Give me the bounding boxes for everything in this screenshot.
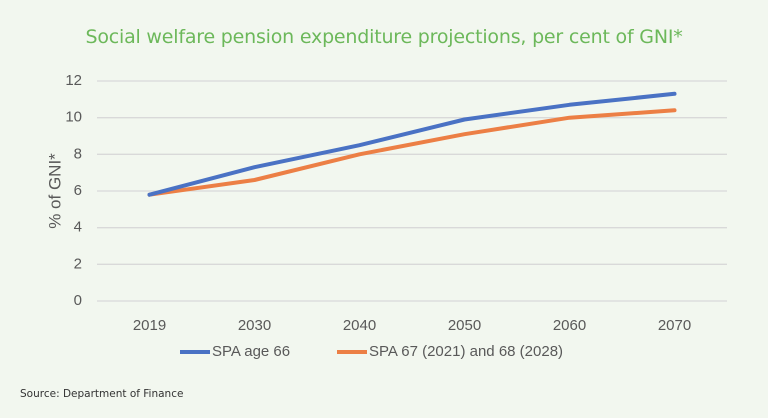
y-tick-label: 4 — [74, 219, 82, 236]
y-tick-label: 8 — [74, 145, 82, 162]
x-tick-label: 2070 — [658, 317, 691, 334]
source-note: Source: Department of Finance — [20, 388, 184, 400]
x-axis-ticks: 2019 2030 2040 2050 2060 2070 — [133, 317, 691, 334]
gridlines — [97, 80, 727, 302]
y-tick-label: 12 — [65, 72, 82, 89]
x-tick-label: 2030 — [238, 317, 271, 334]
x-tick-label: 2040 — [343, 317, 376, 334]
y-tick-label: 10 — [65, 109, 82, 126]
x-tick-label: 2060 — [553, 317, 586, 334]
y-tick-label: 0 — [74, 292, 82, 309]
y-axis-label: % of GNI* — [45, 153, 64, 229]
legend: SPA age 66 SPA 67 (2021) and 68 (2028) — [180, 343, 563, 360]
chart-title: Social welfare pension expenditure proje… — [85, 26, 683, 48]
y-axis-ticks: 0 2 4 6 8 10 12 — [65, 72, 82, 309]
x-tick-label: 2019 — [133, 317, 166, 334]
series-line — [147, 108, 677, 197]
y-tick-label: 6 — [74, 182, 82, 199]
series-line — [147, 91, 677, 197]
series-lines — [147, 91, 677, 197]
x-tick-label: 2050 — [448, 317, 481, 334]
legend-label: SPA 67 (2021) and 68 (2028) — [369, 343, 563, 360]
legend-label: SPA age 66 — [212, 343, 290, 360]
y-tick-label: 2 — [74, 255, 82, 272]
